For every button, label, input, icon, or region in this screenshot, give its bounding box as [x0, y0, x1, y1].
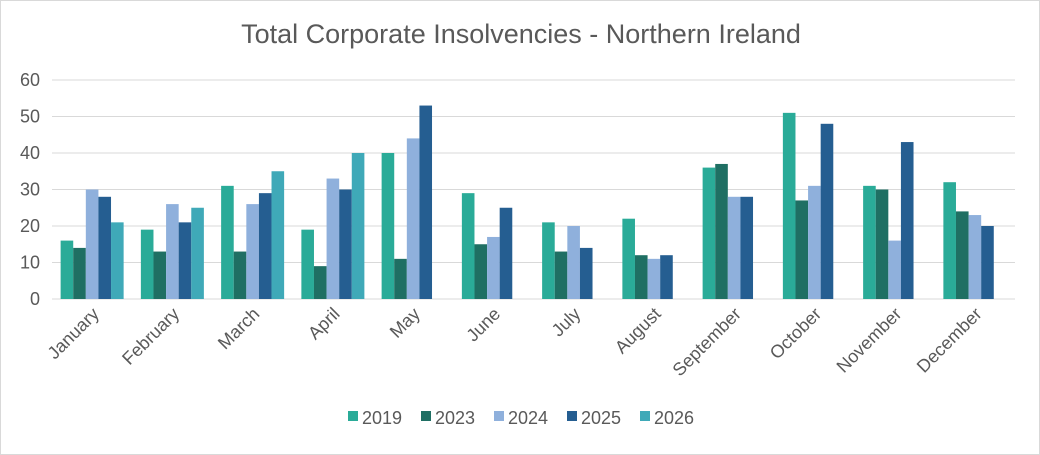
x-tick-label-may: May	[386, 304, 424, 342]
bar-2025-july	[579, 247, 593, 299]
bar-2024-august	[647, 258, 661, 299]
y-tick-label: 30	[20, 180, 40, 200]
bar-2024-october	[808, 185, 821, 299]
x-tick-label-september: September	[669, 304, 745, 380]
bar-2019-june	[461, 193, 475, 299]
bar-2019-december	[943, 182, 956, 299]
bars	[60, 105, 994, 299]
y-tick-label: 0	[30, 289, 40, 309]
bar-2023-january	[73, 247, 86, 299]
bar-2023-november	[875, 189, 889, 299]
x-tick-label-october: October	[766, 304, 825, 363]
bar-2023-december	[955, 211, 969, 299]
bar-2025-march	[258, 193, 272, 299]
bar-2025-may	[419, 105, 433, 299]
legend-label-2019: 2019	[362, 408, 402, 428]
bar-2024-may	[406, 138, 420, 299]
x-tick-label-july: July	[548, 304, 585, 341]
gridlines	[52, 79, 1015, 300]
bar-2024-april	[326, 178, 340, 299]
legend-swatch-2025	[567, 411, 577, 421]
bar-2024-september	[727, 196, 741, 299]
bar-2026-january	[111, 222, 124, 299]
legend-swatch-2023	[421, 411, 431, 421]
chart-title: Total Corporate Insolvencies - Northern …	[241, 19, 801, 49]
bar-2025-november	[900, 142, 914, 299]
legend: 2019 2023 2024 2025 2026	[348, 408, 694, 428]
legend-swatch-2026	[640, 411, 650, 421]
bar-2023-march	[233, 251, 247, 299]
y-axis-ticks: 0 10 20 30 40 50 60	[20, 70, 40, 309]
x-tick-label-november: November	[833, 304, 906, 377]
bar-2023-april	[313, 266, 327, 299]
x-tick-label-august: August	[611, 304, 665, 358]
bar-2023-june	[474, 244, 488, 299]
legend-label-2026: 2026	[654, 408, 694, 428]
bar-2025-april	[339, 189, 352, 299]
bar-2026-april	[351, 153, 365, 299]
bar-2023-may	[394, 258, 407, 299]
bar-2025-september	[740, 196, 754, 299]
y-tick-label: 60	[20, 70, 40, 90]
bar-2024-june	[487, 236, 500, 299]
bar-2019-september	[702, 167, 716, 299]
x-tick-label-december: December	[913, 304, 986, 377]
bar-2025-december	[981, 226, 994, 299]
bar-2023-july	[554, 251, 568, 299]
bar-2024-january	[85, 189, 99, 299]
bar-2025-august	[660, 255, 673, 299]
bar-2019-november	[863, 185, 876, 299]
bar-2026-march	[271, 171, 285, 299]
y-tick-label: 40	[20, 143, 40, 163]
bar-2025-february	[178, 222, 192, 299]
y-tick-label: 20	[20, 216, 40, 236]
bar-2019-july	[542, 222, 555, 299]
bar-2023-october	[795, 200, 809, 299]
legend-label-2025: 2025	[581, 408, 621, 428]
x-tick-label-june: June	[462, 304, 504, 346]
x-tick-label-january: January	[44, 304, 103, 363]
bar-2025-october	[820, 123, 834, 299]
x-axis-ticks: January February March April May June July Augu…	[44, 304, 986, 380]
legend-label-2024: 2024	[508, 408, 548, 428]
bar-2019-may	[381, 153, 395, 299]
x-tick-label-april: April	[304, 304, 344, 344]
bar-2024-march	[246, 204, 259, 299]
y-tick-label: 50	[20, 107, 40, 127]
y-tick-label: 10	[20, 253, 40, 273]
legend-swatch-2019	[348, 411, 358, 421]
x-tick-label-march: March	[214, 304, 264, 354]
bar-2024-february	[166, 204, 179, 299]
legend-label-2023: 2023	[435, 408, 475, 428]
bar-2019-february	[140, 229, 154, 299]
bar-2026-february	[191, 207, 204, 299]
bar-2024-november	[888, 240, 901, 299]
bar-2023-september	[715, 163, 728, 299]
bar-2025-june	[499, 207, 513, 299]
bar-2019-april	[301, 229, 314, 299]
bar-2023-august	[634, 255, 648, 299]
bar-2025-january	[98, 196, 112, 299]
bar-2019-october	[782, 112, 796, 299]
bar-2019-march	[221, 185, 234, 299]
x-tick-label-february: February	[118, 304, 183, 369]
bar-2024-december	[968, 215, 982, 299]
legend-swatch-2024	[494, 411, 504, 421]
bar-2019-august	[622, 218, 635, 299]
bar-2023-february	[153, 251, 167, 299]
bar-2024-july	[567, 226, 580, 299]
bar-2019-january	[60, 240, 74, 299]
